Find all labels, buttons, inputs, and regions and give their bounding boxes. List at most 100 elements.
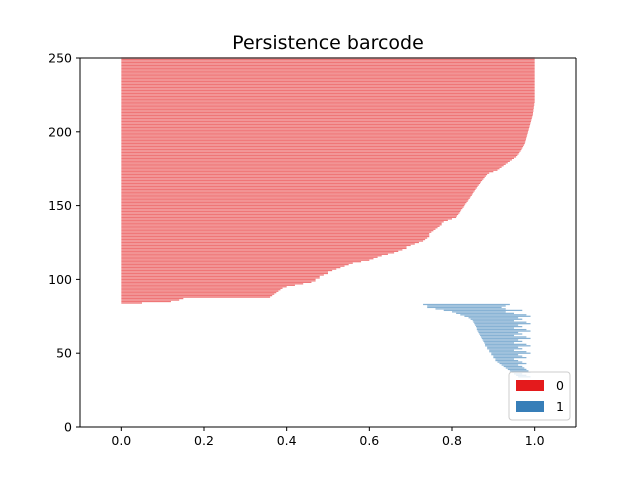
barcode-bar-series-0: [121, 281, 312, 283]
barcode-bar-series-0: [121, 140, 526, 142]
barcode-bar-series-1: [470, 318, 523, 320]
barcode-bar-series-1: [475, 324, 519, 326]
x-tick-label: 1.0: [525, 433, 545, 448]
barcode-bar-series-1: [480, 334, 514, 337]
barcode-bar-series-0: [121, 207, 463, 210]
barcode-bar-series-0: [121, 258, 374, 260]
barcode-bar-series-0: [121, 235, 430, 238]
legend: 0 1: [508, 371, 571, 421]
barcode-bar-series-0: [121, 75, 535, 77]
x-tick-label: 0.8: [442, 433, 462, 448]
barcode-bar-series-0: [121, 60, 535, 62]
x-tick-label: 0.4: [277, 433, 297, 448]
barcode-bar-series-0: [121, 66, 535, 68]
barcode-bar-series-0: [121, 296, 271, 298]
barcode-bar-series-1: [491, 354, 519, 356]
barcode-bar-series-0: [121, 162, 508, 164]
barcode-bar-series-0: [121, 116, 533, 118]
barcode-bar-series-0: [121, 171, 494, 173]
barcode-bar-series-0: [121, 78, 535, 80]
barcode-bar-series-0: [121, 247, 407, 250]
barcode-bar-series-0: [121, 234, 430, 236]
barcode-bar-series-0: [121, 173, 488, 176]
barcode-bar-series-1: [482, 339, 519, 341]
barcode-bar-series-0: [121, 165, 504, 167]
barcode-bar-series-0: [121, 293, 275, 295]
barcode-bar-series-0: [121, 264, 349, 266]
barcode-bar-series-0: [121, 182, 481, 185]
y-tick-label: 150: [48, 198, 72, 213]
barcode-bar-series-0: [121, 244, 411, 247]
barcode-bar-series-0: [121, 292, 277, 294]
barcode-bar-series-0: [121, 142, 525, 145]
barcode-bar-series-0: [121, 117, 532, 120]
y-tick-label: 250: [48, 51, 72, 66]
barcode-bar-series-0: [121, 269, 333, 272]
barcode-bar-series-0: [121, 191, 474, 193]
barcode-bar-series-0: [121, 227, 438, 229]
y-tick-label: 100: [48, 272, 72, 287]
barcode-bar-series-0: [121, 176, 485, 179]
barcode-bar-series-0: [121, 300, 171, 303]
barcode-bar-series-0: [121, 144, 524, 146]
barcode-bar-series-1: [452, 311, 506, 313]
barcode-bar-series-0: [121, 203, 466, 205]
barcode-bar-series-0: [121, 89, 535, 92]
legend-label-series-0: 0: [556, 378, 564, 393]
legend-label-series-1: 1: [556, 399, 564, 414]
barcode-bar-series-1: [491, 352, 531, 354]
barcode-bar-series-0: [121, 98, 535, 100]
barcode-bar-series-0: [121, 129, 529, 131]
barcode-bar-series-1: [495, 359, 519, 362]
barcode-bar-series-0: [121, 230, 434, 232]
barcode-bar-series-1: [427, 305, 506, 307]
barcode-bar-series-0: [121, 243, 415, 245]
barcode-bar-series-0: [121, 280, 316, 282]
barcode-bar-series-0: [121, 224, 442, 226]
barcode-bar-series-1: [474, 323, 531, 325]
barcode-bar-series-0: [121, 123, 531, 126]
barcode-bar-series-0: [121, 153, 519, 155]
barcode-bar-series-1: [464, 315, 531, 317]
barcode-bar-series-0: [121, 299, 180, 301]
barcode-bar-series-0: [121, 126, 530, 128]
barcode-bar-series-1: [476, 328, 527, 331]
barcode-bar-series-0: [121, 193, 473, 195]
barcode-bar-series-0: [121, 233, 430, 235]
barcode-bar-series-0: [121, 159, 512, 161]
barcode-bar-series-0: [121, 204, 465, 207]
barcode-bar-series-0: [121, 252, 395, 254]
x-tick-label: 0.0: [111, 433, 131, 448]
barcode-bar-series-0: [121, 79, 535, 81]
barcode-bar-series-0: [121, 88, 535, 90]
barcode-bar-series-0: [121, 147, 523, 149]
barcode-bar-series-0: [121, 111, 534, 114]
barcode-bar-series-1: [473, 321, 527, 323]
barcode-bar-series-0: [121, 212, 460, 214]
barcode-bar-series-0: [121, 154, 518, 157]
barcode-bar-series-1: [427, 306, 502, 309]
x-tick-label: 0.2: [194, 433, 214, 448]
barcode-bar-series-1: [485, 345, 531, 347]
barcode-bar-series-0: [121, 70, 535, 72]
barcode-bar-series-0: [121, 134, 528, 136]
barcode-bar-series-0: [121, 73, 535, 75]
barcode-bar-series-0: [121, 228, 436, 230]
barcode-bar-series-0: [121, 122, 531, 124]
barcode-bar-series-1: [443, 309, 523, 312]
barcode-bar-series-1: [501, 364, 519, 366]
barcode-bar-series-0: [121, 145, 524, 148]
barcode-bar-series-1: [489, 349, 514, 351]
barcode-bar-series-0: [121, 268, 337, 270]
bars-layer: [121, 57, 535, 378]
barcode-bar-series-0: [121, 231, 432, 233]
barcode-bar-series-0: [121, 246, 407, 248]
barcode-bar-series-0: [121, 63, 535, 65]
barcode-bar-series-0: [121, 266, 341, 269]
barcode-bar-series-0: [121, 253, 388, 255]
barcode-bar-series-0: [121, 119, 532, 121]
barcode-bar-series-0: [121, 76, 535, 78]
barcode-bar-series-0: [121, 278, 316, 281]
barcode-bar-series-0: [121, 125, 530, 127]
barcode-bar-series-0: [121, 172, 490, 174]
